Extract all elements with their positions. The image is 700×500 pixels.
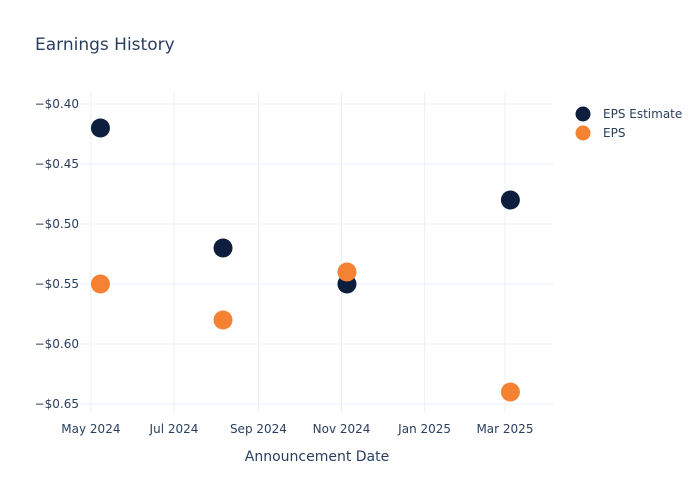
eps-estimate-point[interactable] [90,118,110,138]
legend-label[interactable]: EPS [603,126,625,140]
eps-estimate-legend-marker[interactable] [575,106,591,122]
eps-point[interactable] [337,262,357,282]
y-tick-label: −$0.60 [35,337,79,351]
x-tick-label: Sep 2024 [230,422,287,436]
y-tick-label: −$0.45 [35,157,79,171]
y-axis-ticks: −$0.40 −$0.45 −$0.50 −$0.55 −$0.60 −$0.65 [35,97,79,411]
y-tick-label: −$0.40 [35,97,79,111]
eps-legend-marker[interactable] [575,125,591,141]
grid-lines [80,92,554,413]
y-tick-label: −$0.55 [35,277,79,291]
legend: EPS Estimate EPS [575,106,682,141]
eps-point[interactable] [213,310,233,330]
data-points [90,118,520,402]
y-tick-label: −$0.65 [35,397,79,411]
chart-title: Earnings History [35,35,175,55]
eps-point[interactable] [90,274,110,294]
x-axis-ticks: May 2024 Jul 2024 Sep 2024 Nov 2024 Jan 2025… [61,422,533,436]
x-tick-label: Jan 2025 [397,422,451,436]
eps-estimate-point[interactable] [500,190,520,210]
eps-estimate-point[interactable] [213,238,233,258]
x-axis-title: Announcement Date [245,449,389,465]
eps-point[interactable] [500,382,520,402]
x-tick-label: Jul 2024 [149,422,199,436]
x-tick-label: Mar 2025 [476,422,533,436]
x-tick-label: Nov 2024 [313,422,371,436]
y-tick-label: −$0.50 [35,217,79,231]
legend-label[interactable]: EPS Estimate [603,107,682,121]
x-tick-label: May 2024 [61,422,120,436]
